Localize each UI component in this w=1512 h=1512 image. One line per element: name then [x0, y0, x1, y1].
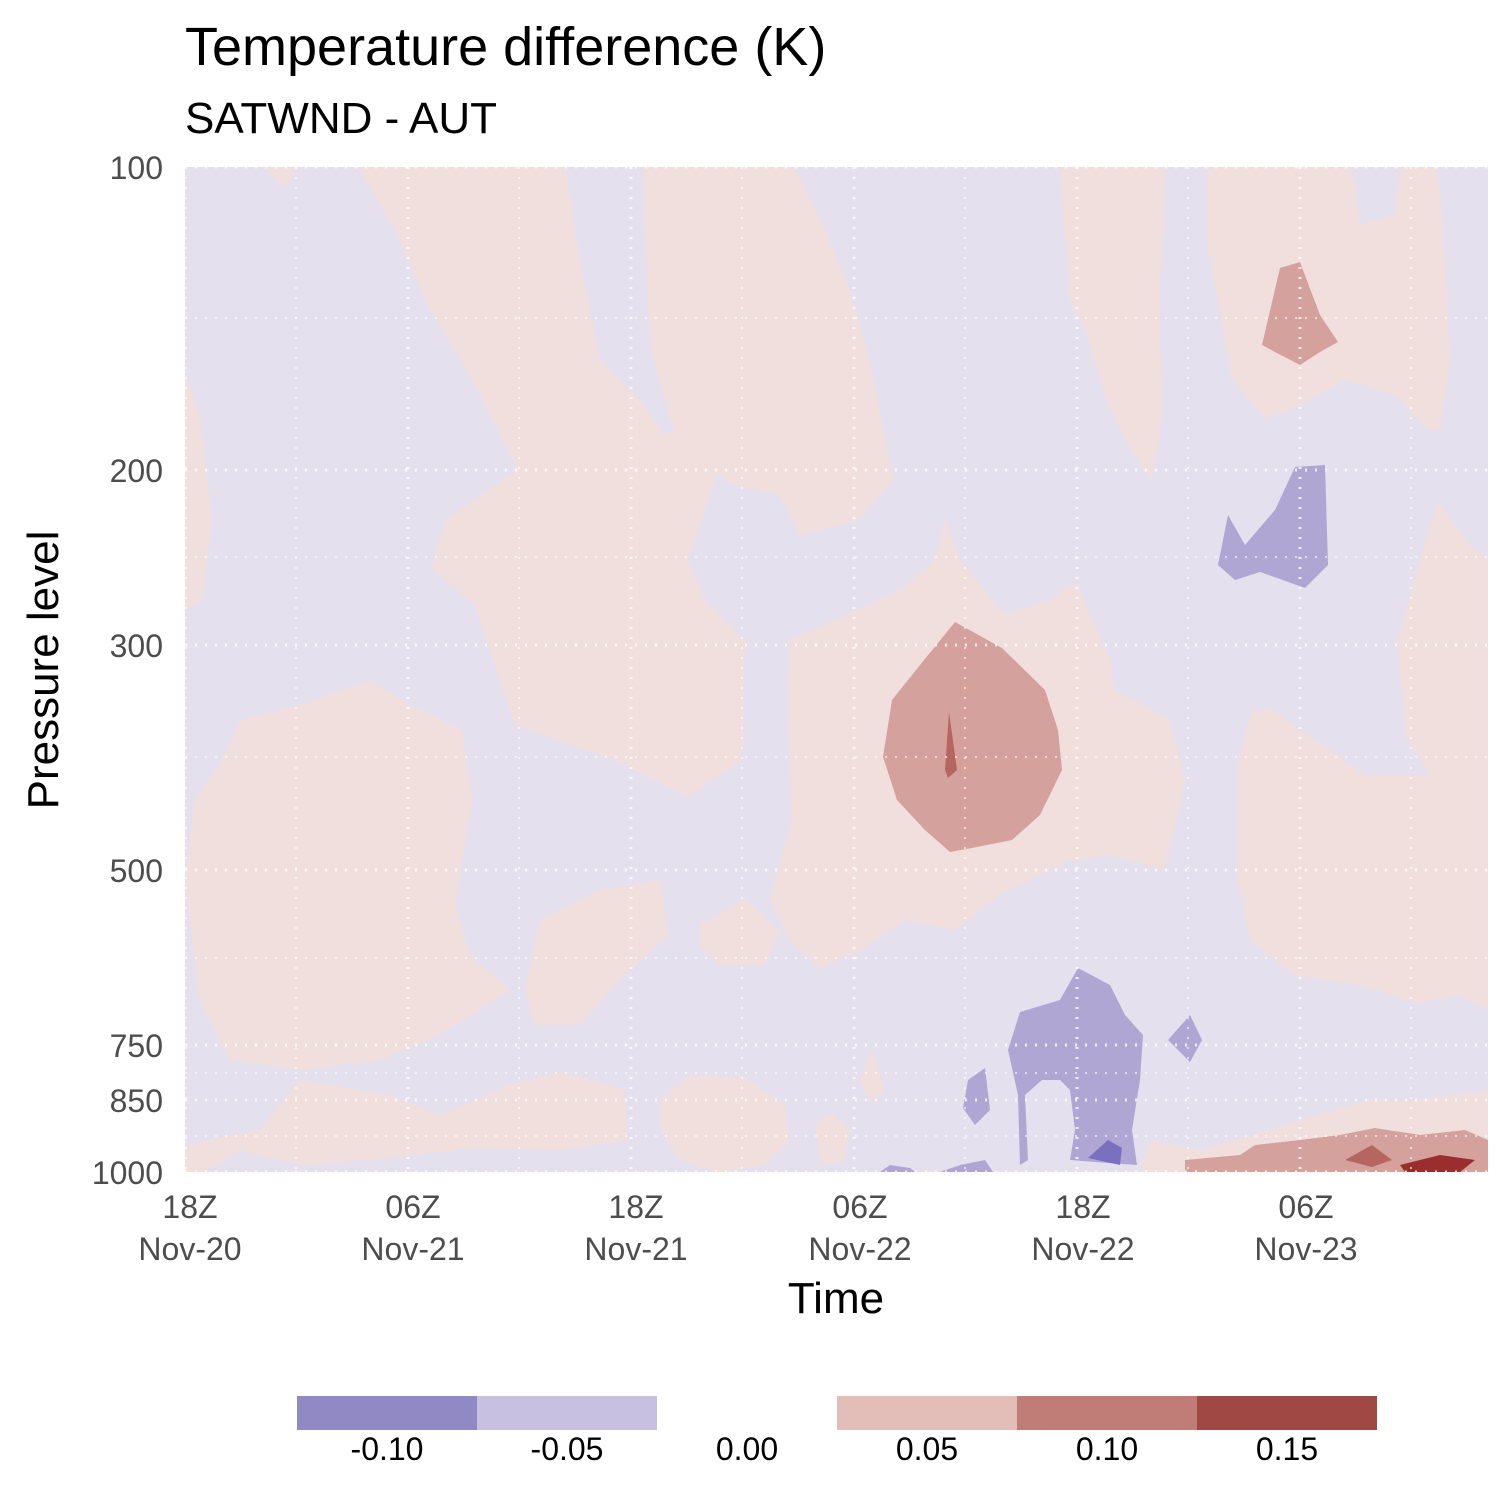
region-hot-bottom-right [1345, 1145, 1392, 1167]
legend-swatch [297, 1396, 477, 1430]
x-tick-label-date: Nov-20 [138, 1231, 241, 1267]
x-tick-label-date: Nov-22 [808, 1231, 911, 1267]
legend-label: -0.05 [531, 1431, 604, 1467]
region-cool-lower-center [1008, 968, 1143, 1165]
y-tick-label: 300 [110, 628, 163, 664]
y-tick-label: 750 [110, 1028, 163, 1064]
region-warm-bottom-c [815, 1112, 850, 1165]
legend-label: 0.05 [896, 1431, 958, 1467]
legend-swatch [477, 1396, 657, 1430]
region-warm-top-left [262, 167, 298, 187]
legend-swatch [1197, 1396, 1377, 1430]
region-warmer-upper-right [1262, 262, 1338, 365]
region-warm-upper-right-b [1207, 167, 1450, 430]
y-tick-label: 850 [110, 1083, 163, 1119]
region-hot-center [945, 712, 957, 778]
plot-area [185, 167, 1488, 1172]
y-axis-title: Pressure level [19, 531, 68, 810]
chart-title: Temperature difference (K) [185, 17, 826, 77]
region-warm-blob-c [860, 1050, 885, 1103]
region-warm-upper-right-a [1060, 167, 1165, 480]
region-warm-lower-left [185, 680, 510, 1070]
x-tick-label-time: 06Z [1278, 1189, 1333, 1225]
region-warm-upper-center [358, 167, 745, 797]
region-cool-right-blob [1168, 1015, 1202, 1062]
region-warm-left-edge [185, 370, 212, 610]
x-axis-title: Time [788, 1274, 884, 1323]
grid-lines [185, 167, 1488, 1172]
region-cool-left-blob [963, 1068, 990, 1125]
y-tick-label: 100 [110, 150, 163, 186]
legend-label: -0.10 [351, 1431, 424, 1467]
x-tick-label-date: Nov-22 [1031, 1231, 1134, 1267]
legend: -0.10 -0.05 0.00 0.05 0.10 0.15 [297, 1396, 1377, 1467]
region-warmer-center [883, 622, 1062, 852]
region-warmer-bottom-right [1185, 1128, 1488, 1172]
region-cold-bottom [1088, 1140, 1122, 1165]
legend-label: 0.10 [1076, 1431, 1138, 1467]
x-tick-label-time: 18Z [608, 1189, 663, 1225]
chart-subtitle: SATWND - AUT [185, 94, 497, 143]
region-cool-bottom-a [880, 1165, 915, 1172]
legend-label: 0.00 [716, 1431, 778, 1467]
x-axis: 18Z Nov-20 06Z Nov-21 18Z Nov-21 06Z Nov-22 18Z N… [138, 1189, 1357, 1267]
x-tick-label-date: Nov-21 [584, 1231, 687, 1267]
y-tick-label: 200 [110, 453, 163, 489]
region-warm-blob-a [525, 880, 668, 1025]
legend-swatch [837, 1396, 1017, 1430]
x-tick-label-date: Nov-21 [361, 1231, 464, 1267]
y-axis: 100 200 300 500 750 850 1000 [92, 150, 163, 1191]
legend-label: 0.15 [1256, 1431, 1318, 1467]
x-tick-label-date: Nov-23 [1254, 1231, 1357, 1267]
x-tick-label-time: 06Z [385, 1189, 440, 1225]
contour-regions [185, 167, 1488, 1172]
region-hottest-bottom-right [1400, 1155, 1475, 1172]
x-tick-label-time: 18Z [1055, 1189, 1110, 1225]
x-tick-label-time: 18Z [162, 1189, 217, 1225]
region-warm-blob-b [700, 898, 780, 965]
region-warm-bottom-b [660, 1075, 790, 1172]
region-cool-bottom-b [940, 1160, 993, 1172]
region-warm-top-column [643, 167, 893, 535]
y-tick-label: 1000 [92, 1155, 163, 1191]
region-warm-right-edge [1398, 502, 1488, 780]
x-tick-label-time: 06Z [832, 1189, 887, 1225]
y-tick-label: 500 [110, 853, 163, 889]
legend-swatch [1017, 1396, 1197, 1430]
